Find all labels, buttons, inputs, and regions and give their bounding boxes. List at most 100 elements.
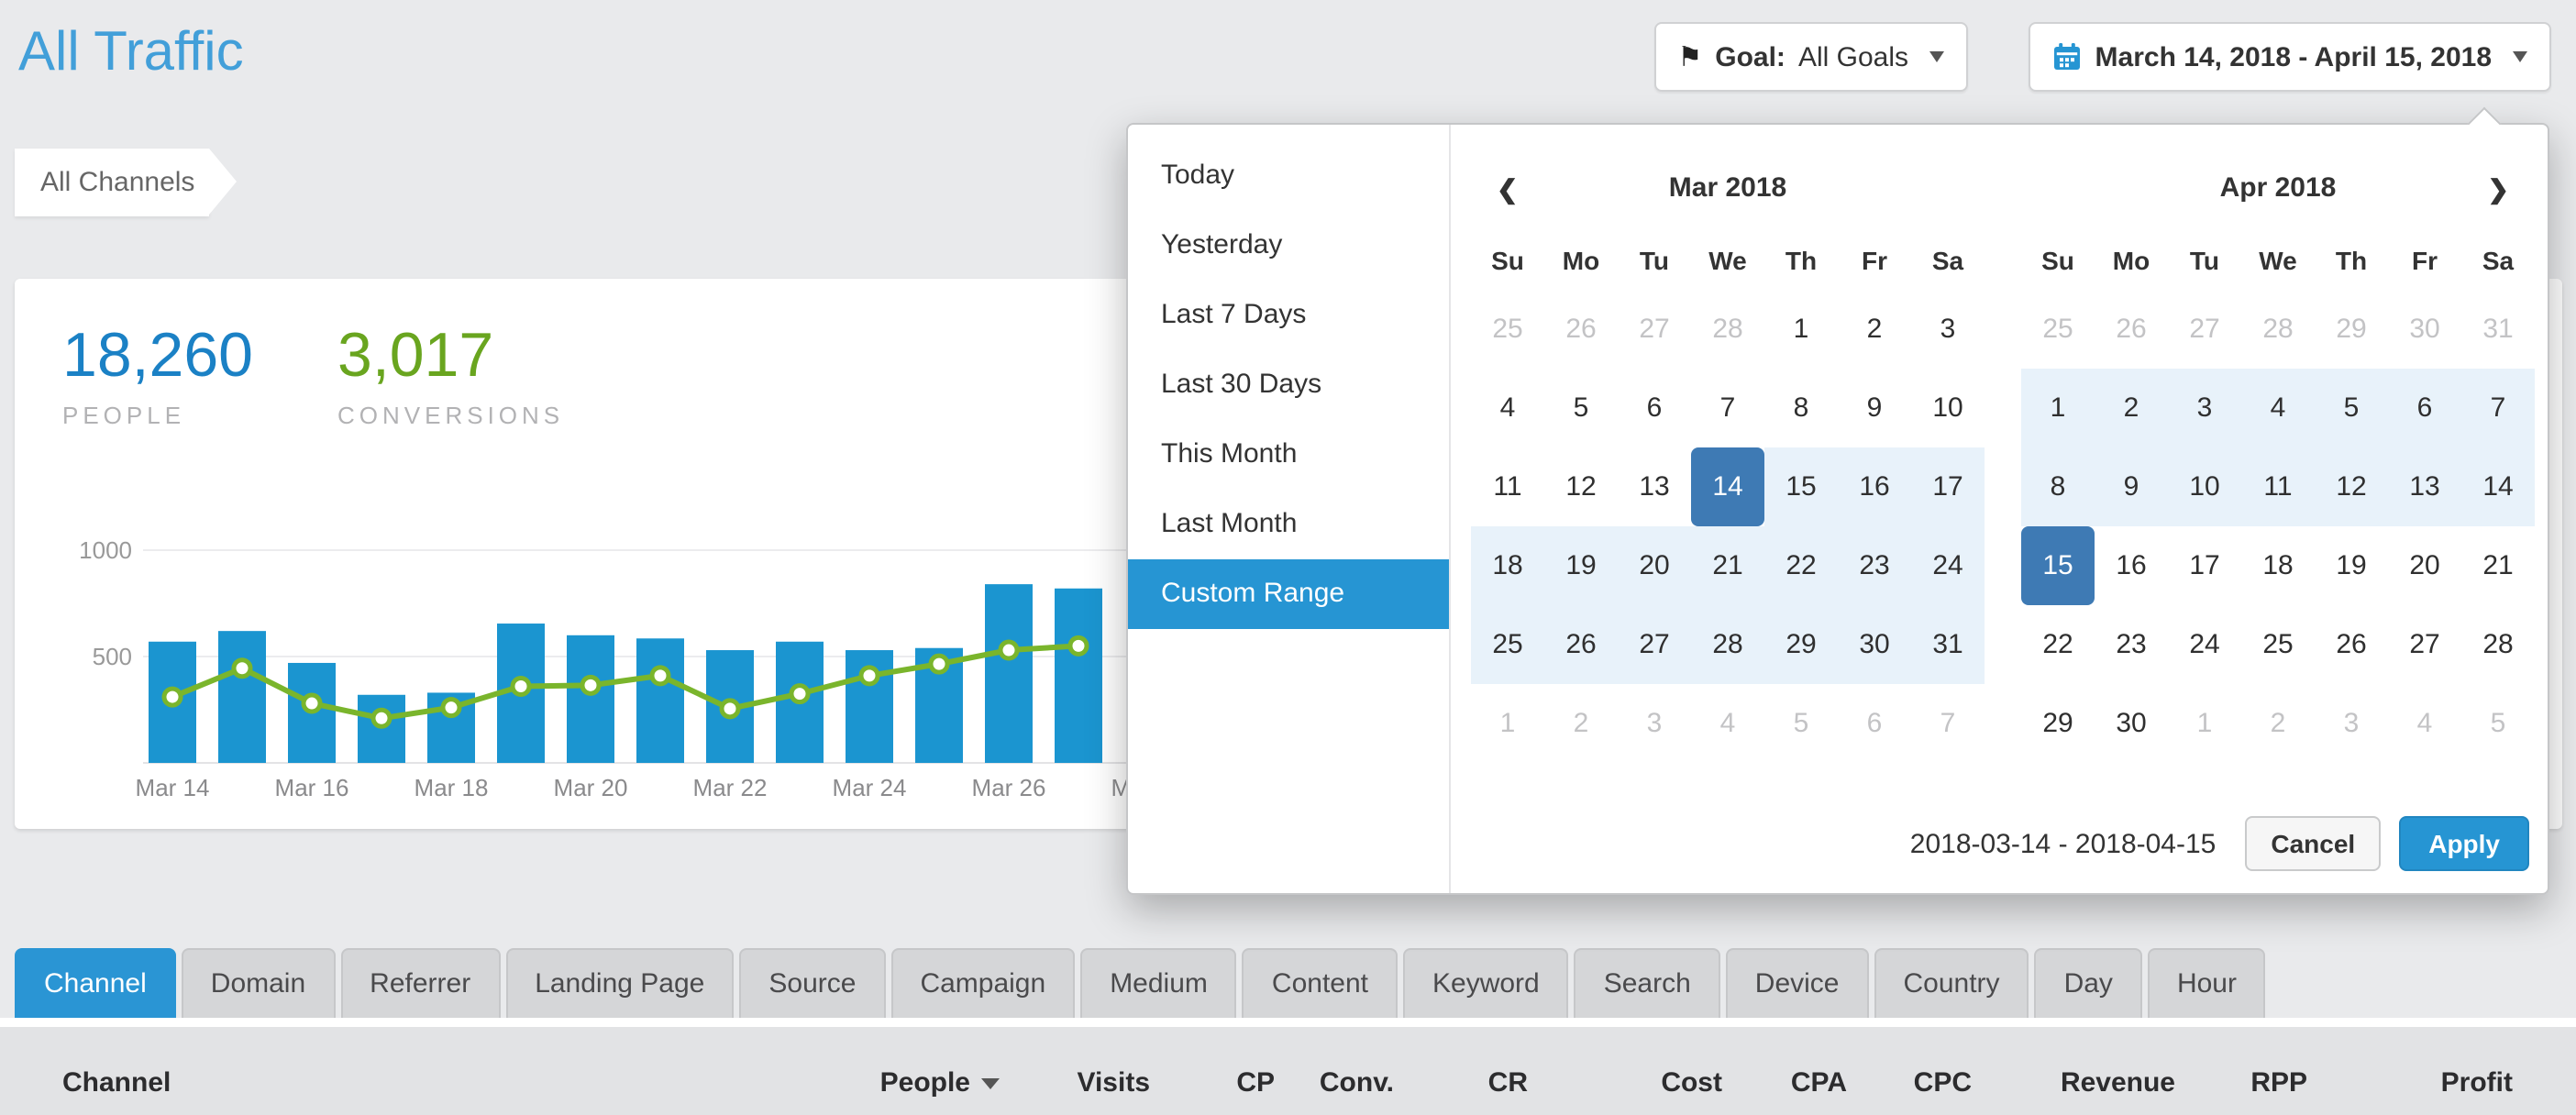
calendar-day[interactable]: 17 bbox=[2189, 550, 2220, 581]
calendar-day[interactable]: 20 bbox=[1618, 526, 1691, 605]
calendar-day[interactable]: 23 bbox=[1838, 526, 1911, 605]
column-header-people[interactable]: People bbox=[796, 1066, 1000, 1098]
calendar-day[interactable]: 16 bbox=[2116, 550, 2147, 581]
calendar-day[interactable]: 5 bbox=[2315, 369, 2388, 447]
calendar-day[interactable]: 12 bbox=[1565, 471, 1597, 502]
goal-selector-button[interactable]: ⚑ Goal: All Goals bbox=[1653, 22, 1967, 92]
column-header-conv-[interactable]: Conv. bbox=[1275, 1066, 1394, 1098]
calendar-day[interactable]: 26 bbox=[1544, 605, 1618, 684]
calendar-day[interactable]: 25 bbox=[1492, 314, 1523, 345]
calendar-day[interactable]: 6 bbox=[1646, 392, 1663, 424]
column-header-visits[interactable]: Visits bbox=[1000, 1066, 1151, 1098]
tab-content[interactable]: Content bbox=[1242, 948, 1398, 1018]
calendar-day[interactable]: 22 bbox=[1764, 526, 1838, 605]
calendar-day[interactable]: 7 bbox=[2461, 369, 2535, 447]
calendar-day[interactable]: 5 bbox=[2490, 708, 2506, 739]
date-range-button[interactable]: March 14, 2018 - April 15, 2018 bbox=[2029, 22, 2550, 92]
calendar-day[interactable]: 4 bbox=[1499, 392, 1516, 424]
calendar-day[interactable]: 31 bbox=[2482, 314, 2514, 345]
calendar-day[interactable]: 3 bbox=[1940, 314, 1956, 345]
calendar-day[interactable]: 1 bbox=[2021, 369, 2095, 447]
calendar-day[interactable]: 26 bbox=[2116, 314, 2147, 345]
calendar-day[interactable]: 4 bbox=[2241, 369, 2315, 447]
calendar-day[interactable]: 27 bbox=[1639, 314, 1670, 345]
tab-landing-page[interactable]: Landing Page bbox=[505, 948, 735, 1018]
calendar-day[interactable]: 15 bbox=[2021, 526, 2095, 605]
calendar-day[interactable]: 8 bbox=[2021, 447, 2095, 526]
calendar-day[interactable]: 6 bbox=[1866, 708, 1883, 739]
column-header-cpc[interactable]: CPC bbox=[1847, 1066, 1972, 1098]
calendar-day[interactable]: 11 bbox=[2241, 447, 2315, 526]
quick-range-today[interactable]: Today bbox=[1161, 160, 1235, 191]
calendar-day[interactable]: 6 bbox=[2388, 369, 2461, 447]
column-header-profit[interactable]: Profit bbox=[2307, 1066, 2513, 1098]
calendar-day[interactable]: 4 bbox=[2416, 708, 2433, 739]
tab-search[interactable]: Search bbox=[1574, 948, 1720, 1018]
calendar-day[interactable]: 28 bbox=[1712, 314, 1743, 345]
column-header-channel[interactable]: Channel bbox=[62, 1066, 796, 1098]
calendar-day[interactable]: 16 bbox=[1838, 447, 1911, 526]
calendar-day[interactable]: 24 bbox=[2189, 629, 2220, 660]
calendar-day[interactable]: 28 bbox=[1691, 605, 1764, 684]
tab-hour[interactable]: Hour bbox=[2147, 948, 2266, 1018]
tab-source[interactable]: Source bbox=[739, 948, 886, 1018]
calendar-day[interactable]: 2 bbox=[2270, 708, 2286, 739]
calendar-day[interactable]: 21 bbox=[1691, 526, 1764, 605]
calendar-day[interactable]: 5 bbox=[1793, 708, 1809, 739]
tab-channel[interactable]: Channel bbox=[15, 948, 176, 1018]
column-header-rpp[interactable]: RPP bbox=[2175, 1066, 2307, 1098]
calendar-day[interactable]: 14 bbox=[1691, 447, 1764, 526]
calendar-day[interactable]: 9 bbox=[2095, 447, 2168, 526]
calendar-day[interactable]: 27 bbox=[2409, 629, 2440, 660]
calendar-day[interactable]: 4 bbox=[1719, 708, 1736, 739]
calendar-day[interactable]: 25 bbox=[1471, 605, 1544, 684]
tab-day[interactable]: Day bbox=[2034, 948, 2142, 1018]
tab-keyword[interactable]: Keyword bbox=[1403, 948, 1569, 1018]
tab-domain[interactable]: Domain bbox=[181, 948, 336, 1018]
calendar-day[interactable]: 1 bbox=[1793, 314, 1809, 345]
calendar-day[interactable]: 31 bbox=[1911, 605, 1985, 684]
calendar-day[interactable]: 12 bbox=[2315, 447, 2388, 526]
calendar-day[interactable]: 30 bbox=[2409, 314, 2440, 345]
calendar-day[interactable]: 3 bbox=[2343, 708, 2360, 739]
cancel-button[interactable]: Cancel bbox=[2245, 816, 2382, 871]
calendar-day[interactable]: 26 bbox=[2336, 629, 2367, 660]
apply-button[interactable]: Apply bbox=[2399, 816, 2529, 871]
calendar-day[interactable]: 2 bbox=[2095, 369, 2168, 447]
calendar-day[interactable]: 3 bbox=[2168, 369, 2241, 447]
calendar-day[interactable]: 7 bbox=[1719, 392, 1736, 424]
calendar-day[interactable]: 25 bbox=[2042, 314, 2073, 345]
quick-range-last-30-days[interactable]: Last 30 Days bbox=[1161, 369, 1322, 400]
calendar-day[interactable]: 11 bbox=[1493, 471, 1522, 502]
calendar-day[interactable]: 25 bbox=[2262, 629, 2294, 660]
calendar-day[interactable]: 29 bbox=[1764, 605, 1838, 684]
calendar-day[interactable]: 13 bbox=[2388, 447, 2461, 526]
calendar-day[interactable]: 9 bbox=[1866, 392, 1883, 424]
calendar-day[interactable]: 10 bbox=[2168, 447, 2241, 526]
column-header-cpa[interactable]: CPA bbox=[1722, 1066, 1847, 1098]
calendar-day[interactable]: 1 bbox=[2196, 708, 2213, 739]
calendar-day[interactable]: 29 bbox=[2336, 314, 2367, 345]
next-month-icon[interactable]: ❯ bbox=[2487, 174, 2509, 204]
calendar-day[interactable]: 1 bbox=[1499, 708, 1516, 739]
column-header-cr[interactable]: CR bbox=[1394, 1066, 1528, 1098]
calendar-day[interactable]: 27 bbox=[1618, 605, 1691, 684]
tab-device[interactable]: Device bbox=[1725, 948, 1869, 1018]
tab-medium[interactable]: Medium bbox=[1080, 948, 1237, 1018]
calendar-day[interactable]: 18 bbox=[2262, 550, 2294, 581]
quick-range-last-month[interactable]: Last Month bbox=[1161, 508, 1298, 539]
breadcrumb-all-channels[interactable]: All Channels bbox=[15, 149, 238, 216]
tab-referrer[interactable]: Referrer bbox=[340, 948, 501, 1018]
column-header-cost[interactable]: Cost bbox=[1528, 1066, 1722, 1098]
calendar-day[interactable]: 23 bbox=[2116, 629, 2147, 660]
tab-country[interactable]: Country bbox=[1874, 948, 2029, 1018]
calendar-day[interactable]: 26 bbox=[1565, 314, 1597, 345]
calendar-day[interactable]: 22 bbox=[2042, 629, 2073, 660]
calendar-day[interactable]: 20 bbox=[2409, 550, 2440, 581]
column-header-revenue[interactable]: Revenue bbox=[1972, 1066, 2175, 1098]
calendar-day[interactable]: 15 bbox=[1764, 447, 1838, 526]
calendar-day[interactable]: 30 bbox=[1838, 605, 1911, 684]
calendar-day[interactable]: 14 bbox=[2461, 447, 2535, 526]
calendar-day[interactable]: 2 bbox=[1573, 708, 1589, 739]
calendar-day[interactable]: 19 bbox=[2336, 550, 2367, 581]
